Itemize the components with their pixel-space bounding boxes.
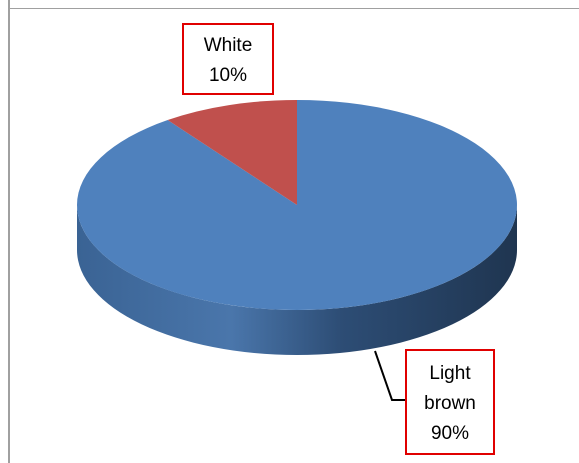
pie-side-surface — [77, 205, 517, 355]
pie-slice-light-brown — [76, 100, 517, 311]
label-text-white-1: 10% — [209, 65, 247, 86]
pie-top-face — [76, 100, 517, 311]
slice-label-light-brown: Light brown 90% — [405, 349, 495, 455]
label-box-white — [182, 23, 274, 95]
label-box-light-brown — [405, 349, 495, 455]
label-text-light-brown-2: 90% — [431, 423, 469, 444]
slice-label-white: White 10% — [182, 23, 274, 95]
label-text-white-0: White — [204, 35, 253, 56]
pie-side-wall — [77, 205, 517, 355]
label-text-light-brown-0: Light — [429, 363, 471, 384]
leader-line-light-brown — [374, 350, 406, 401]
label-text-light-brown-1: brown — [424, 393, 476, 414]
label-leaders — [374, 350, 406, 401]
frame-left-border — [8, 0, 10, 463]
pie-slice-white — [167, 100, 297, 205]
slice-labels: Light brown 90% White 10% — [182, 23, 495, 455]
frame-top-border — [8, 8, 579, 9]
